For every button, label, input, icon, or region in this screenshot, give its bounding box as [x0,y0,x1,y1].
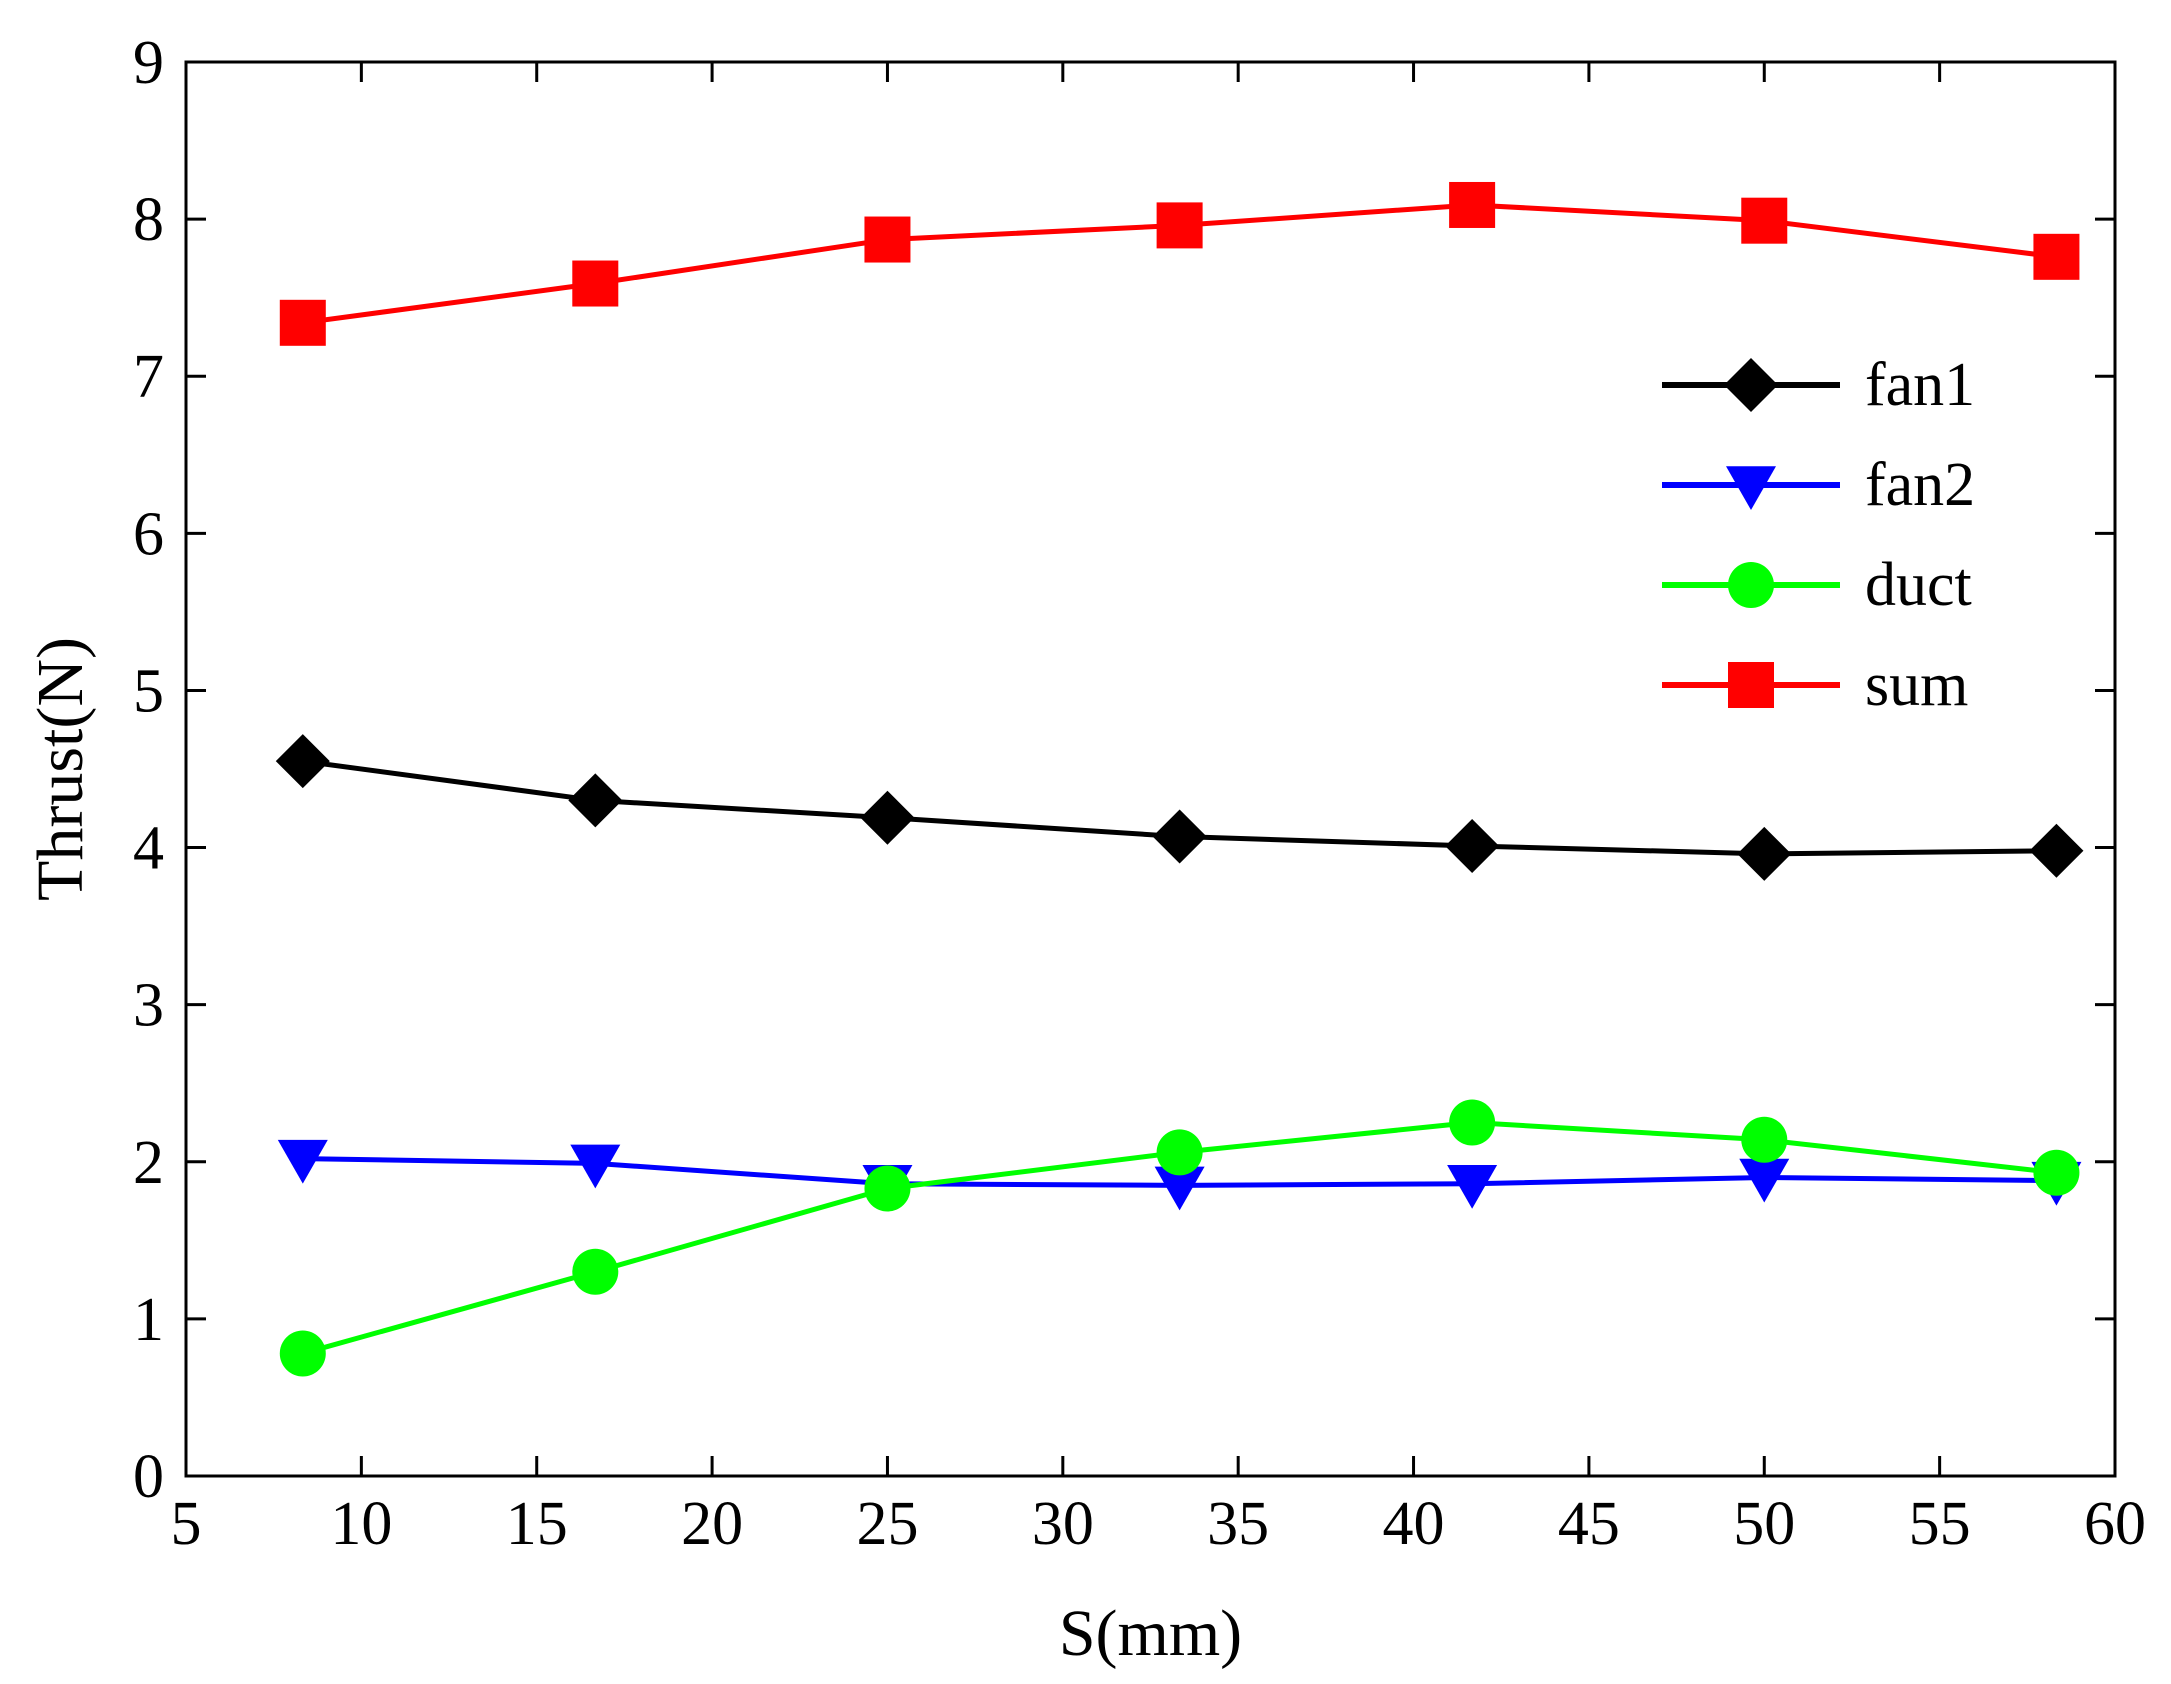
y-tick-label: 4 [133,815,164,883]
y-axis-title: Thrust(N) [24,637,97,901]
data-point-duct [572,1248,619,1295]
legend-label-sum: sum [1865,651,1968,719]
data-point-duct [864,1165,911,1212]
x-tick-label: 5 [171,1490,202,1558]
x-tick-label: 50 [1733,1490,1795,1558]
y-tick-label: 2 [133,1129,164,1197]
y-tick-label: 5 [133,657,164,725]
x-tick-label: 20 [681,1490,743,1558]
data-point-duct [1741,1116,1788,1163]
data-point-fan1 [275,734,330,789]
data-point-fan1 [1152,809,1207,864]
legend-label-fan2: fan2 [1865,451,1975,519]
y-tick-label: 8 [133,186,164,254]
legend-marker-duct [1728,562,1774,608]
legend-item-duct: duct [1662,551,1972,619]
data-point-duct [2033,1149,2080,1196]
plot-frame [184,60,2117,1478]
series-duct [279,1099,2080,1377]
x-tick-label: 35 [1207,1490,1269,1558]
series-layer [275,181,2084,1377]
legend-marker-fan1 [1724,358,1778,412]
legend-label-fan1: fan1 [1865,351,1975,419]
data-point-fan2 [1447,1165,1498,1209]
data-point-fan1 [2029,823,2084,878]
y-tick-label: 7 [133,343,164,411]
data-point-sum [864,216,911,263]
data-point-fan2 [1154,1166,1205,1211]
y-tick-label: 0 [133,1443,164,1511]
y-tick-label: 6 [133,500,164,568]
data-point-fan2 [277,1139,328,1184]
legend-marker-fan2 [1726,466,1776,510]
data-point-fan1 [1445,818,1500,873]
x-tick-label: 60 [2084,1490,2146,1558]
x-tick-label: 30 [1032,1490,1094,1558]
data-point-sum [2033,233,2080,280]
legend-item-sum: sum [1662,651,1968,719]
legend-item-fan2: fan2 [1662,451,1975,519]
data-point-sum [1449,181,1496,228]
data-point-sum [279,299,326,346]
data-point-sum [1741,197,1788,244]
legend: fan1 fan2 duct sum [1662,351,1975,719]
data-point-sum [1156,202,1203,249]
x-tick-label: 55 [1909,1490,1971,1558]
data-point-fan1 [568,773,623,828]
x-tick-label: 15 [506,1490,568,1558]
x-axis-title: S(mm) [1059,1597,1242,1670]
legend-label-duct: duct [1865,551,1972,619]
data-point-duct [1156,1129,1203,1176]
data-point-duct [1449,1099,1496,1146]
series-fan1 [275,734,2084,881]
y-tick-label: 1 [133,1286,164,1354]
data-point-fan1 [1737,826,1792,881]
data-point-fan2 [570,1144,621,1189]
data-point-fan2 [1739,1158,1790,1203]
legend-marker-sum [1728,662,1774,708]
series-sum [279,181,2080,346]
data-point-duct [279,1330,326,1377]
legend-item-fan1: fan1 [1662,351,1975,419]
x-tick-label: 45 [1558,1490,1620,1558]
x-tick-label: 40 [1383,1490,1445,1558]
y-tick-label: 3 [133,972,164,1040]
x-tick-label: 25 [856,1490,918,1558]
data-point-sum [572,260,619,307]
y-tick-label: 9 [133,29,164,97]
data-point-fan1 [860,790,915,845]
x-tick-label: 10 [330,1490,392,1558]
